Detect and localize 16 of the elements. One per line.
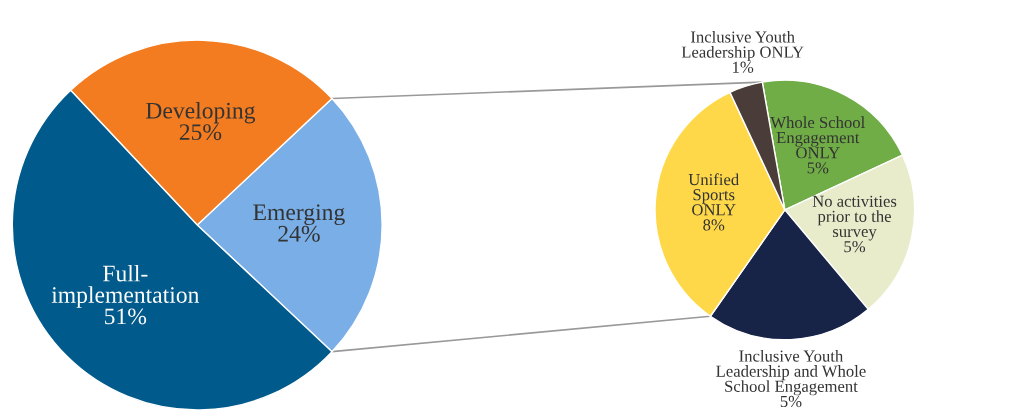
- data-label: 25%: [179, 124, 222, 141]
- slice-label: No activities prior to the survey: [812, 195, 897, 241]
- data-label: 5%: [807, 162, 829, 174]
- data-label: 5%: [844, 240, 866, 253]
- slice-label: Developing: [146, 101, 256, 124]
- slice-label: Whole School Engagement ONLY: [770, 116, 865, 159]
- slice-label: Inclusive Youth Leadership ONLY: [681, 30, 804, 62]
- slice-label: Unified Sports ONLY: [688, 173, 739, 216]
- slice-label: Emerging: [253, 204, 345, 226]
- data-label: 51%: [105, 308, 147, 325]
- data-label: 8%: [703, 219, 725, 231]
- slice-label: Inclusive Youth Leadership and Whole School Engagement: [716, 349, 866, 396]
- data-label: 1%: [733, 61, 754, 73]
- slice-label: Full- implementation: [51, 264, 200, 308]
- data-label: 5%: [780, 395, 802, 408]
- data-label: 24%: [278, 225, 320, 242]
